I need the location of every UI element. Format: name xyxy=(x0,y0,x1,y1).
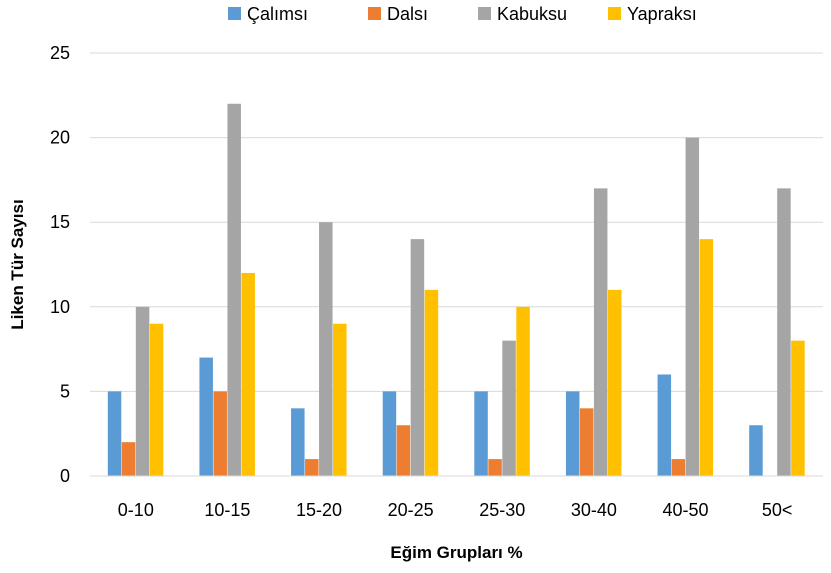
bar--al-ms--6 xyxy=(657,374,672,476)
bar-yapraks--0 xyxy=(149,323,164,476)
bar-kabuksu-6 xyxy=(685,137,700,476)
bar--al-ms--2 xyxy=(291,408,305,476)
bar-yapraks--6 xyxy=(699,239,714,476)
x-tick-label: 10-15 xyxy=(204,500,250,520)
y-tick-label: 15 xyxy=(50,212,70,232)
bar-dals--3 xyxy=(396,425,411,476)
bar-kabuksu-5 xyxy=(593,188,608,477)
x-tick-label: 15-20 xyxy=(296,500,342,520)
x-tick-label: 40-50 xyxy=(663,500,709,520)
legend: Çalımsı Dalsı Kabuksu Yapraksı xyxy=(228,4,697,24)
legend-label: Dalsı xyxy=(387,4,428,24)
bar-kabuksu-4 xyxy=(502,340,516,476)
bar--al-ms--7 xyxy=(749,425,763,476)
y-tick-label: 20 xyxy=(50,128,70,148)
bars xyxy=(107,103,805,477)
legend-swatch xyxy=(478,7,491,20)
bar--al-ms--0 xyxy=(107,391,122,476)
legend-swatch xyxy=(608,7,621,20)
y-tick-label: 10 xyxy=(50,297,70,317)
bar--al-ms--5 xyxy=(565,391,580,476)
bar--al-ms--4 xyxy=(474,391,488,476)
bar-dals--4 xyxy=(488,459,502,476)
bar-dals--1 xyxy=(213,391,227,476)
bar-kabuksu-7 xyxy=(777,188,791,477)
bar--al-ms--1 xyxy=(199,357,213,476)
y-tick-label: 25 xyxy=(50,43,70,63)
bar-kabuksu-3 xyxy=(410,239,425,476)
bar-yapraks--1 xyxy=(241,272,255,476)
y-axis-title: Liken Tür Sayısı xyxy=(8,199,27,329)
bar-dals--2 xyxy=(305,459,319,476)
legend-label: Kabuksu xyxy=(497,4,567,24)
x-tick-label: 20-25 xyxy=(388,500,434,520)
legend-swatch xyxy=(228,7,241,20)
bar-yapraks--7 xyxy=(791,340,805,476)
bar-dals--6 xyxy=(671,459,686,476)
bar-yapraks--3 xyxy=(424,289,439,476)
x-tick-label: 0-10 xyxy=(118,500,154,520)
y-axis-ticks: 0 5 10 15 20 25 xyxy=(50,43,70,486)
bar-yapraks--5 xyxy=(607,289,622,476)
y-tick-label: 0 xyxy=(60,466,70,486)
bar-kabuksu-1 xyxy=(227,103,241,476)
bar-dals--0 xyxy=(121,442,136,476)
legend-swatch xyxy=(368,7,381,20)
legend-label: Yapraksı xyxy=(627,4,697,24)
y-tick-label: 5 xyxy=(60,381,70,401)
x-tick-label: 25-30 xyxy=(479,500,525,520)
x-axis-title: Eğim Grupları % xyxy=(390,543,522,562)
bar-yapraks--4 xyxy=(516,306,530,476)
legend-label: Çalımsı xyxy=(247,4,308,24)
bar-yapraks--2 xyxy=(333,323,347,476)
x-axis-ticks: 0-10 10-15 15-20 20-25 25-30 30-40 40-50 50< xyxy=(118,500,793,520)
x-tick-label: 30-40 xyxy=(571,500,617,520)
bar-dals--5 xyxy=(579,408,594,476)
bar-kabuksu-0 xyxy=(135,306,150,476)
bar-kabuksu-2 xyxy=(319,222,333,476)
x-tick-label: 50< xyxy=(762,500,793,520)
bar--al-ms--3 xyxy=(382,391,397,476)
